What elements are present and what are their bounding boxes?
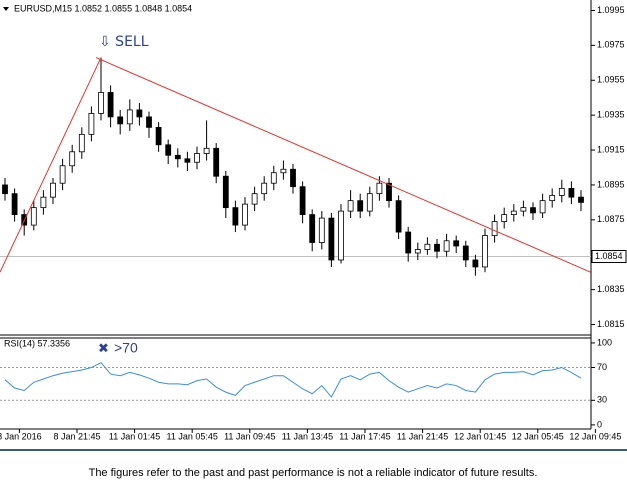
- x-tick-label: 12 Jan 01:45: [454, 431, 506, 441]
- candle-body: [376, 182, 383, 195]
- rsi-label: RSI(14) 57.3356: [4, 338, 70, 348]
- candle-body: [222, 175, 229, 209]
- candle-body: [472, 259, 479, 268]
- x-tick-label: 8 Jan 2016: [0, 431, 42, 441]
- candle-body: [261, 182, 268, 195]
- y-tick-label: 1.0995: [597, 5, 625, 15]
- rsi-line: [4, 361, 582, 398]
- candle-body: [501, 214, 508, 222]
- candle-body: [482, 235, 488, 268]
- candle-body: [50, 182, 56, 198]
- x-tick-label: 11 Jan 17:45: [339, 431, 390, 441]
- x-tick-label: 11 Jan 21:45: [397, 431, 448, 441]
- candle-body: [59, 165, 66, 184]
- footer-border: [0, 449, 627, 451]
- candle-body: [328, 217, 335, 261]
- candle-body: [11, 193, 18, 216]
- candle-body: [414, 249, 421, 254]
- candle-body: [88, 113, 95, 135]
- y-tick-label: 1.0895: [597, 179, 625, 189]
- y-tick-label: 1.0975: [597, 40, 625, 50]
- candle-body: [165, 144, 172, 156]
- sell-annotation: ⇩ SELL: [99, 34, 149, 50]
- candle-body: [78, 133, 85, 153]
- candle-body: [251, 193, 258, 205]
- rsi-y-tick-label: 100: [597, 337, 612, 347]
- x-tick-label: 11 Jan 05:45: [167, 431, 218, 441]
- candle-body: [270, 172, 277, 184]
- y-tick-label: 1.0815: [597, 319, 625, 329]
- y-tick-label: 1.0835: [597, 284, 625, 294]
- rsi-y-tick-label: 70: [597, 362, 607, 372]
- candle-body: [126, 109, 133, 125]
- candle-body: [491, 221, 498, 236]
- current-price-box: [591, 249, 627, 263]
- x-tick-label: 11 Jan 13:45: [282, 431, 333, 441]
- x-tick-label: 8 Jan 21:45: [53, 431, 100, 441]
- symbol-menu-arrow: [3, 7, 9, 11]
- trendline: [95, 57, 591, 273]
- candle-body: [309, 214, 316, 243]
- footnote: The figures refer to the past and past p…: [89, 467, 538, 479]
- rsi-y-tick-label: 0: [597, 419, 602, 429]
- candle-body: [568, 188, 575, 198]
- y-tick-label: 1.0915: [597, 144, 625, 154]
- candle-body: [98, 92, 104, 114]
- current-price-label: 1.0854: [595, 251, 623, 261]
- candle-body: [462, 245, 469, 261]
- candle-body: [405, 231, 412, 254]
- y-tick-label: 1.0935: [597, 110, 625, 120]
- x-tick-label: 11 Jan 01:45: [109, 431, 160, 441]
- candle-body: [510, 210, 517, 216]
- y-tick-label: 1.0955: [597, 75, 625, 85]
- candle-body: [366, 193, 373, 212]
- x-tick-label: 12 Jan 05:45: [512, 431, 564, 441]
- candle-body: [290, 168, 296, 188]
- candle-body: [146, 116, 152, 128]
- candle-body: [338, 210, 344, 261]
- candle-body: [424, 243, 431, 250]
- candle-body: [184, 158, 191, 163]
- candle-body: [117, 116, 124, 125]
- x-tick-label: 11 Jan 09:45: [224, 431, 275, 441]
- candle-body: [40, 196, 47, 209]
- candle-body: [347, 200, 354, 212]
- candle-body: [434, 243, 440, 252]
- candle-body: [549, 195, 556, 202]
- candle-body: [69, 151, 76, 167]
- candle-body: [443, 240, 450, 252]
- candle-body: [136, 109, 143, 118]
- candle-body: [520, 207, 527, 212]
- candle-body: [155, 126, 162, 146]
- candle-body: [203, 147, 210, 154]
- x-tick-label: 12 Jan 09:45: [569, 431, 621, 441]
- candle-body: [453, 240, 460, 247]
- candle-body: [558, 188, 565, 196]
- candle-body: [299, 186, 306, 216]
- candle-body: [213, 147, 220, 177]
- candle-body: [357, 200, 364, 212]
- candle-body: [530, 207, 536, 214]
- candle-body: [318, 217, 325, 243]
- rsi-annotation: >70: [114, 340, 138, 356]
- rsi-marker: ✖: [98, 342, 109, 357]
- candle-body: [107, 92, 114, 118]
- candle-body: [30, 207, 37, 226]
- candle-body: [280, 168, 287, 174]
- candle-body: [232, 207, 239, 226]
- candle-body: [578, 196, 584, 203]
- candle-body: [539, 200, 546, 214]
- chart-title: EURUSD,M15 1.0852 1.0855 1.0848 1.0854: [14, 3, 192, 13]
- candle-body: [242, 203, 248, 226]
- rsi-y-tick-label: 30: [597, 395, 607, 405]
- candle-body: [194, 153, 200, 163]
- trendline: [0, 57, 102, 273]
- candle-body: [174, 154, 181, 160]
- y-tick-label: 1.0875: [597, 214, 625, 224]
- candle-body: [395, 200, 402, 233]
- candle-body: [386, 182, 392, 202]
- candle-body: [2, 184, 8, 195]
